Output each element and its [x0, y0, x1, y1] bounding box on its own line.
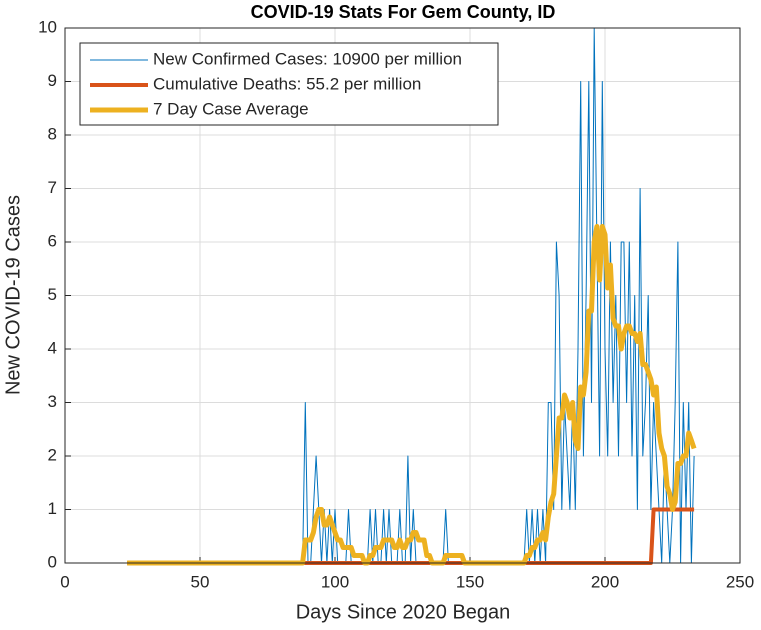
legend-label: New Confirmed Cases: 10900 per million — [153, 49, 462, 68]
y-tick-label: 4 — [48, 338, 57, 357]
x-tick-label: 100 — [321, 572, 349, 591]
x-tick-label: 250 — [726, 572, 754, 591]
y-tick-label: 5 — [48, 285, 57, 304]
y-tick-label: 8 — [48, 124, 57, 143]
chart-title: COVID-19 Stats For Gem County, ID — [251, 2, 556, 22]
y-tick-label: 9 — [48, 71, 57, 90]
x-axis-label: Days Since 2020 Began — [296, 601, 511, 623]
legend-label: 7 Day Case Average — [153, 99, 309, 118]
legend-box — [79, 42, 499, 126]
y-tick-label: 2 — [48, 445, 57, 464]
legend-label: Cumulative Deaths: 55.2 per million — [153, 74, 421, 93]
y-axis-label: New COVID-19 Cases — [2, 195, 24, 395]
y-tick-label: 6 — [48, 231, 57, 250]
y-tick-label: 3 — [48, 392, 57, 411]
y-tick-label: 1 — [48, 499, 57, 518]
x-tick-label: 150 — [456, 572, 484, 591]
y-tick-label: 7 — [48, 178, 57, 197]
axes-box — [64, 27, 741, 564]
x-tick-label: 50 — [191, 572, 210, 591]
y-tick-label: 0 — [48, 552, 57, 571]
legend: New Confirmed Cases: 10900 per million Cu… — [79, 42, 499, 126]
x-tick-label: 0 — [60, 572, 69, 591]
y-tick-label: 10 — [38, 17, 57, 36]
x-tick-label: 200 — [591, 572, 619, 591]
